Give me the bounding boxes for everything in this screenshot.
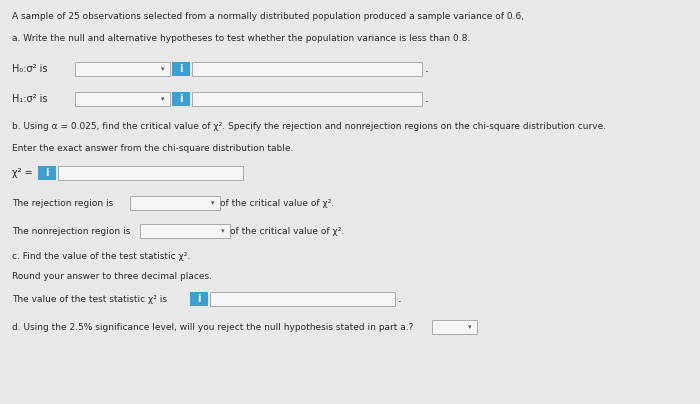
- FancyBboxPatch shape: [432, 320, 477, 334]
- FancyBboxPatch shape: [210, 292, 395, 306]
- Text: Round your answer to three decimal places.: Round your answer to three decimal place…: [12, 272, 212, 281]
- FancyBboxPatch shape: [140, 224, 230, 238]
- FancyBboxPatch shape: [192, 62, 422, 76]
- FancyBboxPatch shape: [172, 92, 190, 106]
- Text: H₁:σ² is: H₁:σ² is: [12, 94, 48, 104]
- Text: .: .: [425, 63, 428, 76]
- FancyBboxPatch shape: [38, 166, 56, 180]
- Text: The nonrejection region is: The nonrejection region is: [12, 227, 130, 236]
- FancyBboxPatch shape: [58, 166, 243, 180]
- Text: a. Write the null and alternative hypotheses to test whether the population vari: a. Write the null and alternative hypoth…: [12, 34, 470, 43]
- Text: .: .: [398, 292, 402, 305]
- Text: A sample of 25 observations selected from a normally distributed population prod: A sample of 25 observations selected fro…: [12, 12, 524, 21]
- Text: of the critical value of χ².: of the critical value of χ².: [220, 198, 335, 208]
- FancyBboxPatch shape: [172, 62, 190, 76]
- Text: of the critical value of χ².: of the critical value of χ².: [230, 227, 344, 236]
- Text: i: i: [46, 168, 49, 178]
- FancyBboxPatch shape: [192, 92, 422, 106]
- Text: i: i: [197, 294, 201, 304]
- Text: H₀:σ² is: H₀:σ² is: [12, 64, 48, 74]
- Text: ▾: ▾: [211, 200, 215, 206]
- Text: b. Using α = 0.025, find the critical value of χ². Specify the rejection and non: b. Using α = 0.025, find the critical va…: [12, 122, 606, 131]
- Text: Enter the exact answer from the chi-square distribution table.: Enter the exact answer from the chi-squa…: [12, 144, 293, 153]
- Text: χ² =: χ² =: [12, 168, 33, 178]
- FancyBboxPatch shape: [75, 62, 170, 76]
- Text: The rejection region is: The rejection region is: [12, 198, 113, 208]
- FancyBboxPatch shape: [130, 196, 220, 210]
- FancyBboxPatch shape: [75, 92, 170, 106]
- Text: .: .: [425, 93, 428, 105]
- FancyBboxPatch shape: [190, 292, 208, 306]
- Text: i: i: [179, 64, 183, 74]
- Text: ▾: ▾: [221, 228, 225, 234]
- Text: c. Find the value of the test statistic χ².: c. Find the value of the test statistic …: [12, 252, 190, 261]
- Text: ▾: ▾: [161, 66, 164, 72]
- Text: i: i: [179, 94, 183, 104]
- Text: ▾: ▾: [161, 96, 164, 102]
- Text: ▾: ▾: [468, 324, 472, 330]
- Text: The value of the test statistic χ² is: The value of the test statistic χ² is: [12, 295, 167, 303]
- Text: d. Using the 2.5% significance level, will you reject the null hypothesis stated: d. Using the 2.5% significance level, wi…: [12, 322, 414, 332]
